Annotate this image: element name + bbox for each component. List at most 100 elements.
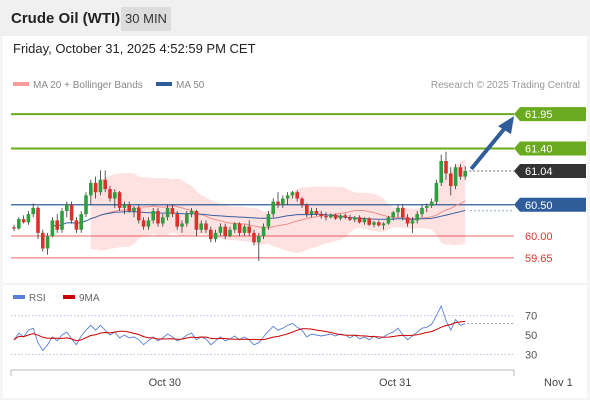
legend-swatch-ma20 <box>13 82 29 87</box>
level-tag-60-00: 60.00 <box>525 231 553 243</box>
candle-body <box>396 207 400 213</box>
level-tag-59-65: 59.65 <box>525 253 553 265</box>
level-tag-61-95-bg <box>514 107 586 122</box>
candle-body <box>194 211 199 230</box>
candle-body <box>300 198 304 205</box>
legend-label-9ma: 9MA <box>79 293 100 304</box>
candle-body <box>295 192 299 199</box>
rsi-line <box>13 304 466 352</box>
candle-body <box>281 198 285 205</box>
legend-item-ma20: MA 20 + Bollinger Bands <box>13 80 143 91</box>
legend-swatch-ma50 <box>156 82 172 87</box>
candle-body <box>247 226 251 233</box>
candle-body <box>425 206 429 208</box>
candle-body <box>463 171 467 177</box>
timestamp: Friday, October 31, 2025 4:52:59 PM CET <box>13 41 256 56</box>
candle-body <box>74 220 79 230</box>
date-label-oct-31: Oct 31 <box>379 377 411 389</box>
candle-body <box>156 211 160 224</box>
candle-body <box>410 220 415 224</box>
level-tag-61-40: 61.40 <box>525 144 553 156</box>
candle-body <box>175 214 179 227</box>
candle-body <box>79 214 83 230</box>
candle-body <box>338 215 343 219</box>
legend-swatch-9ma <box>63 295 75 300</box>
candle-body <box>204 223 208 230</box>
candle-body <box>185 214 189 224</box>
candle-body <box>17 219 21 229</box>
candle-body <box>151 211 155 221</box>
candle-body <box>21 219 26 223</box>
candle-body <box>55 220 59 230</box>
candle-body <box>146 220 151 227</box>
candle-body <box>381 223 386 226</box>
candle-body <box>170 207 175 215</box>
candle-body <box>89 182 93 196</box>
candle-body <box>353 217 357 220</box>
candle-body <box>103 179 107 190</box>
ma50-line <box>52 209 466 227</box>
level-tag-61-04-bg <box>514 164 586 178</box>
chart-header: Crude Oil (WTI) 30 MIN <box>0 0 590 36</box>
candle-body <box>439 161 443 183</box>
candle-body <box>458 167 463 177</box>
candles-group <box>12 151 467 261</box>
candle-body <box>218 226 223 233</box>
candle-body <box>415 214 419 221</box>
date-label-nov-1: Nov 1 <box>544 377 573 389</box>
legend-label-ma50: MA 50 <box>176 80 205 91</box>
legend-item-rsi: RSI <box>13 293 46 304</box>
projection-arrow-head <box>498 116 514 135</box>
rsi-tick-70: 70 <box>525 311 537 323</box>
candle-body <box>314 211 319 215</box>
level-tag-60-50-bg <box>514 197 586 212</box>
candle-body <box>180 223 184 227</box>
candle-body <box>228 229 232 236</box>
candle-body <box>305 204 309 215</box>
candle-body <box>233 223 237 230</box>
candle-body <box>257 236 261 243</box>
candle-body <box>161 217 165 224</box>
candle-body <box>276 201 280 205</box>
candle-body <box>372 222 376 225</box>
candle-body <box>329 214 333 218</box>
level-tag-61-40-bg <box>514 141 586 156</box>
level-tag-61-04: 61.04 <box>525 166 553 178</box>
timeframe-badge[interactable]: 30 MIN <box>121 7 171 31</box>
candle-body <box>420 207 424 215</box>
level-tag-60-50: 60.50 <box>525 200 553 212</box>
candle-body <box>453 167 458 186</box>
candle-body <box>189 211 194 215</box>
rsi-tick-50: 50 <box>525 330 537 342</box>
candle-body <box>50 220 55 236</box>
candle-body <box>285 195 290 199</box>
candle-body <box>309 211 314 215</box>
candle-body <box>242 226 247 233</box>
legend-label-rsi: RSI <box>29 293 46 304</box>
candle-body <box>84 195 88 215</box>
candle-body <box>357 217 362 223</box>
candle-body <box>290 192 295 196</box>
candle-body <box>333 214 338 219</box>
candle-body <box>429 201 434 206</box>
level-tag-61-95: 61.95 <box>525 109 553 121</box>
candle-body <box>405 217 410 224</box>
candle-body <box>449 173 453 186</box>
candle-body <box>93 182 98 193</box>
candle-body <box>98 179 103 193</box>
legend-swatch-rsi <box>13 295 25 300</box>
legend-label-ma20: MA 20 + Bollinger Bands <box>33 80 143 91</box>
candle-body <box>199 223 203 230</box>
candle-body <box>41 232 45 249</box>
candle-body <box>386 217 391 224</box>
candle-body <box>367 218 371 225</box>
date-label-oct-30: Oct 30 <box>149 377 181 389</box>
candle-body <box>209 229 213 240</box>
candle-body <box>12 227 16 229</box>
candle-body <box>362 218 367 223</box>
candle-body <box>401 207 405 218</box>
candle-body <box>348 217 352 220</box>
legend-item-9ma: 9MA <box>63 293 100 304</box>
candle-body <box>165 207 170 218</box>
